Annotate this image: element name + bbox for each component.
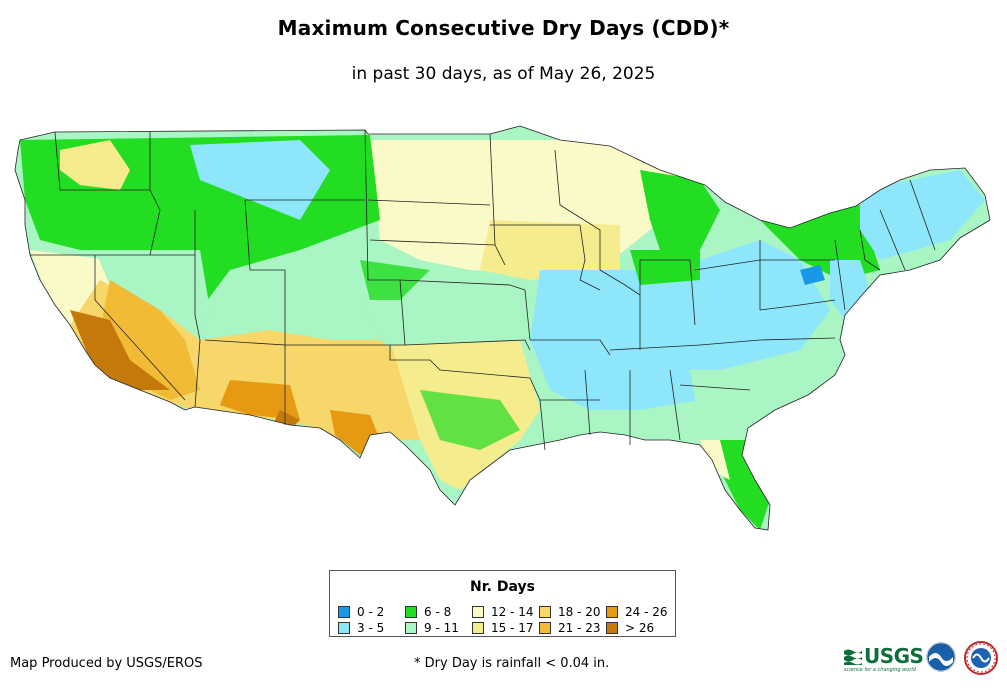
legend-item: 6 - 8 [405, 604, 472, 620]
legend-item: > 26 [606, 620, 674, 636]
legend-swatch [606, 606, 618, 618]
usgs-logo: USGS [844, 644, 924, 668]
legend-item: 3 - 5 [338, 620, 405, 636]
legend-label: 9 - 11 [424, 621, 459, 635]
legend-item: 21 - 23 [539, 620, 606, 636]
map-credit: Map Produced by USGS/EROS [10, 656, 203, 671]
legend-swatch [539, 606, 551, 618]
usgs-wordmark: USGS [864, 644, 924, 668]
legend-swatch [606, 622, 618, 634]
legend-label: 24 - 26 [625, 605, 668, 619]
legend-label: 12 - 14 [491, 605, 534, 619]
legend-swatch [472, 606, 484, 618]
legend-label: 21 - 23 [558, 621, 601, 635]
legend-label: 6 - 8 [424, 605, 452, 619]
legend-item: 24 - 26 [606, 604, 674, 620]
legend-label: 0 - 2 [357, 605, 385, 619]
legend-label: 15 - 17 [491, 621, 534, 635]
nws-logo-icon [964, 641, 998, 675]
us-cdd-map [14, 125, 991, 531]
legend-item: 15 - 17 [472, 620, 539, 636]
legend-swatch [539, 622, 551, 634]
legend-title: Nr. Days [470, 579, 535, 595]
dry-day-footnote: * Dry Day is rainfall < 0.04 in. [414, 656, 610, 671]
legend-item: 9 - 11 [405, 620, 472, 636]
legend-item: 0 - 2 [338, 604, 405, 620]
legend-swatch [405, 606, 417, 618]
cdd-raster-regions [15, 126, 990, 530]
legend-item: 18 - 20 [539, 604, 606, 620]
legend-item: 12 - 14 [472, 604, 539, 620]
legend-swatch [338, 606, 350, 618]
legend-label: 3 - 5 [357, 621, 385, 635]
legend-swatch [338, 622, 350, 634]
legend-label: 18 - 20 [558, 605, 601, 619]
noaa-logo-icon [926, 642, 956, 672]
map-subtitle: in past 30 days, as of May 26, 2025 [351, 64, 656, 84]
state-borders [14, 125, 991, 531]
legend-box: Nr. Days 0 - 2 3 - 5 6 - 8 9 - 11 12 - 1… [329, 570, 676, 637]
legend-swatch [472, 622, 484, 634]
agency-logos: USGS science for a changing world [842, 640, 1002, 680]
usgs-tagline: science for a changing world [844, 667, 916, 673]
map-title: Maximum Consecutive Dry Days (CDD)* [277, 16, 730, 40]
legend-label: > 26 [625, 621, 655, 635]
legend-grid: 0 - 2 3 - 5 6 - 8 9 - 11 12 - 14 15 - 17… [338, 604, 674, 636]
usgs-wave-icon [844, 649, 862, 665]
legend-swatch [405, 622, 417, 634]
